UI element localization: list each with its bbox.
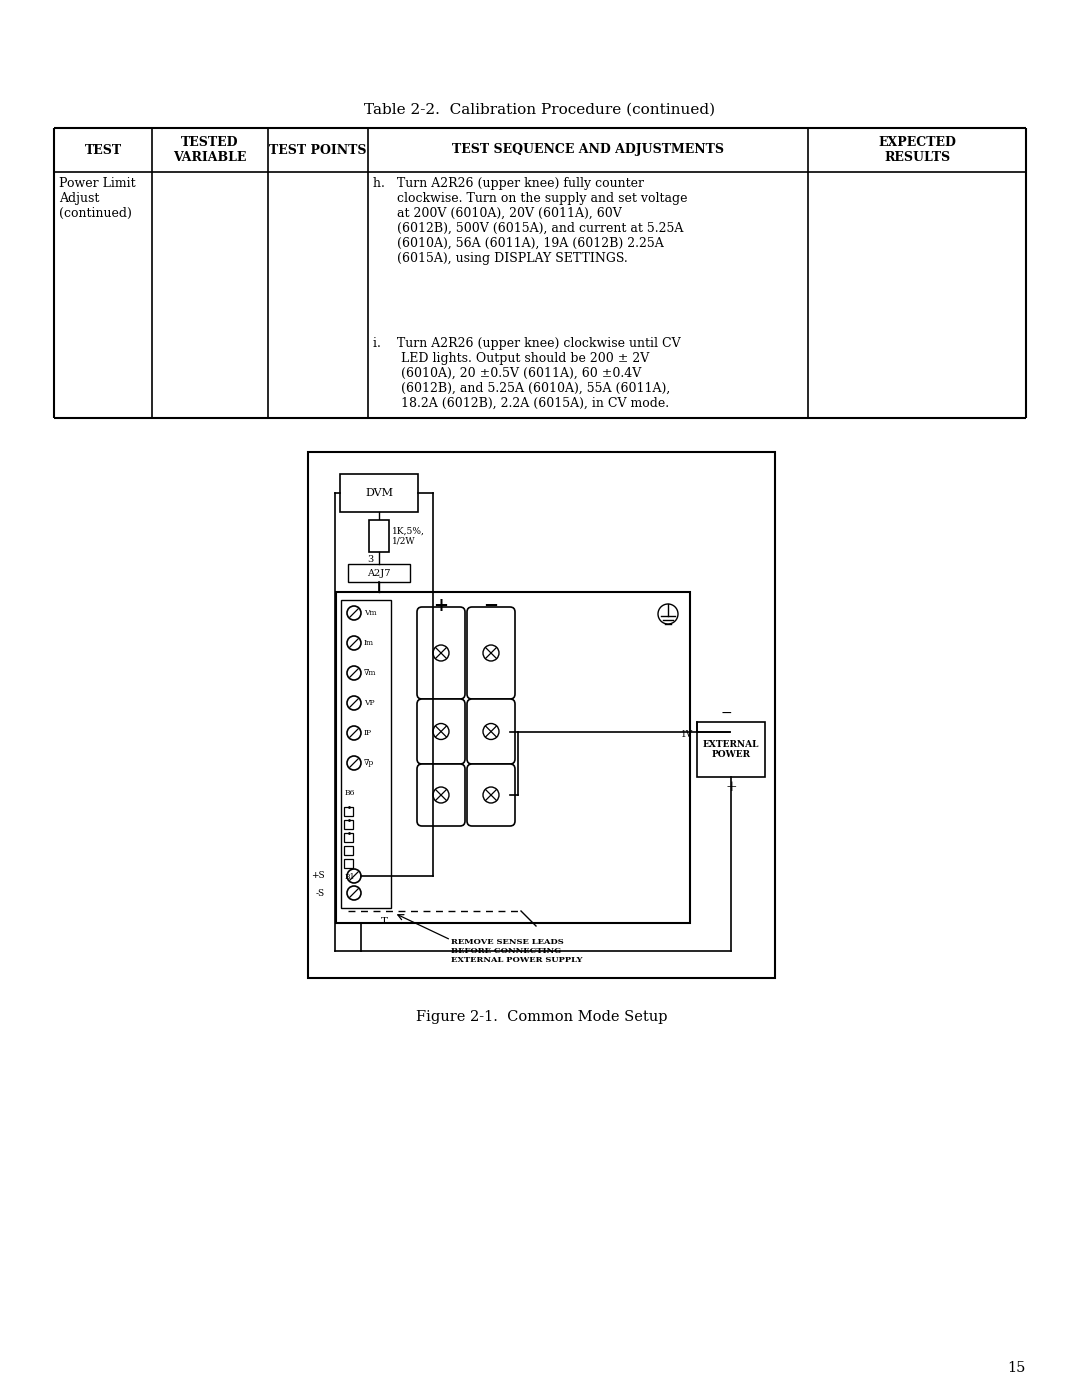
Text: 1K,5%,
1/2W: 1K,5%, 1/2W [392,527,424,546]
Bar [697,722,765,777]
FancyBboxPatch shape [467,698,515,764]
Text: EXTERNAL
POWER: EXTERNAL POWER [703,740,759,759]
Text: VP: VP [364,698,375,707]
Bar [369,520,389,552]
Bar [345,820,353,828]
Text: DVM: DVM [365,488,393,497]
FancyBboxPatch shape [467,764,515,826]
Text: A2J7: A2J7 [367,569,391,577]
Text: Table 2-2.  Calibration Procedure (continued): Table 2-2. Calibration Procedure (contin… [364,103,716,117]
Text: -S: -S [315,888,325,897]
Text: −: − [720,705,732,719]
Bar [341,599,391,908]
Text: ∇p: ∇p [364,759,375,767]
Text: REMOVE SENSE LEADS
BEFORE CONNECTING
EXTERNAL POWER SUPPLY: REMOVE SENSE LEADS BEFORE CONNECTING EXT… [451,937,582,964]
Text: Power Limit
Adjust
(continued): Power Limit Adjust (continued) [59,177,136,219]
Text: i.    Turn A2R26 (upper knee) clockwise until CV
       LED lights. Output shoul: i. Turn A2R26 (upper knee) clockwise unt… [373,337,680,409]
Bar [308,453,775,978]
Text: +: + [725,780,737,793]
Bar [336,592,690,923]
Text: T: T [380,916,388,925]
Text: Im: Im [364,638,374,647]
Text: B6: B6 [345,789,355,798]
FancyBboxPatch shape [417,608,465,698]
Bar [345,859,353,868]
FancyBboxPatch shape [417,698,465,764]
Text: TESTED
VARIABLE: TESTED VARIABLE [173,136,246,163]
Bar [348,564,410,583]
Text: TEST SEQUENCE AND ADJUSTMENTS: TEST SEQUENCE AND ADJUSTMENTS [453,144,724,156]
Text: h.   Turn A2R26 (upper knee) fully counter
      clockwise. Turn on the supply a: h. Turn A2R26 (upper knee) fully counter… [373,177,688,265]
Bar [345,847,353,855]
Bar [345,833,353,842]
Text: B1: B1 [345,873,355,882]
FancyBboxPatch shape [467,608,515,698]
Bar [340,474,418,511]
Text: Figure 2-1.  Common Mode Setup: Figure 2-1. Common Mode Setup [416,1010,667,1024]
Text: TEST POINTS: TEST POINTS [269,144,367,156]
Text: Vm: Vm [364,609,377,617]
Text: −: − [484,597,499,615]
FancyBboxPatch shape [417,764,465,826]
Bar [345,807,353,816]
Text: ∇m: ∇m [364,669,377,678]
Text: +S: +S [311,872,325,880]
Text: IP: IP [364,729,373,738]
Text: +: + [433,597,448,615]
Text: TEST: TEST [84,144,122,156]
Text: 1V: 1V [680,731,693,739]
Text: 15: 15 [1008,1361,1026,1375]
Text: EXPECTED
RESULTS: EXPECTED RESULTS [878,136,956,163]
Text: 3: 3 [368,555,374,563]
